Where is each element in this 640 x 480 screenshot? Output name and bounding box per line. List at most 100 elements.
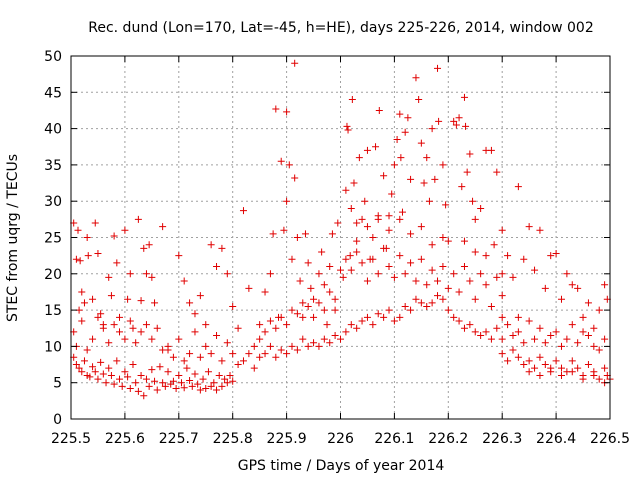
data-point bbox=[169, 353, 177, 361]
data-point bbox=[380, 244, 388, 252]
data-point bbox=[423, 154, 431, 162]
data-point bbox=[353, 237, 361, 245]
data-point bbox=[347, 321, 355, 329]
data-point bbox=[498, 335, 506, 343]
data-point bbox=[137, 371, 145, 379]
data-point bbox=[320, 281, 328, 289]
data-point bbox=[75, 364, 83, 372]
data-point bbox=[199, 375, 207, 383]
data-point bbox=[374, 270, 382, 278]
data-point bbox=[525, 223, 533, 231]
data-point bbox=[304, 302, 312, 310]
data-point bbox=[434, 64, 442, 72]
data-point bbox=[417, 255, 425, 263]
data-point bbox=[283, 197, 291, 205]
data-point bbox=[504, 321, 512, 329]
data-point bbox=[442, 201, 450, 209]
data-point bbox=[347, 266, 355, 274]
data-point bbox=[353, 248, 361, 256]
data-point bbox=[531, 335, 539, 343]
data-point bbox=[121, 226, 129, 234]
data-point bbox=[444, 284, 452, 292]
data-point bbox=[509, 332, 517, 340]
data-point bbox=[574, 339, 582, 347]
data-point bbox=[126, 270, 134, 278]
y-tick-label: 20 bbox=[44, 267, 62, 283]
data-point bbox=[369, 255, 377, 263]
y-tick-label: 5 bbox=[53, 376, 62, 392]
data-point bbox=[452, 121, 460, 129]
data-point bbox=[124, 295, 132, 303]
data-point bbox=[74, 226, 82, 234]
data-point bbox=[153, 386, 161, 394]
data-point bbox=[348, 96, 356, 104]
data-point bbox=[188, 382, 196, 390]
data-point bbox=[477, 332, 485, 340]
data-point bbox=[218, 357, 226, 365]
data-point bbox=[121, 335, 129, 343]
data-point bbox=[334, 219, 342, 227]
data-point bbox=[412, 277, 420, 285]
data-point bbox=[124, 373, 132, 381]
data-point bbox=[223, 379, 231, 387]
data-point bbox=[132, 379, 140, 387]
data-point bbox=[574, 284, 582, 292]
data-point bbox=[91, 219, 99, 227]
data-point bbox=[202, 385, 210, 393]
data-point bbox=[390, 317, 398, 325]
data-point bbox=[541, 284, 549, 292]
data-point bbox=[552, 328, 560, 336]
data-point bbox=[355, 154, 363, 162]
data-point bbox=[239, 207, 247, 215]
data-point bbox=[142, 375, 150, 383]
data-point bbox=[380, 172, 388, 180]
data-point bbox=[145, 241, 153, 249]
data-point bbox=[291, 174, 299, 182]
data-point bbox=[504, 357, 512, 365]
data-point bbox=[398, 208, 406, 216]
data-point bbox=[91, 368, 99, 376]
x-tick-label: 226.1 bbox=[374, 431, 414, 447]
data-point bbox=[547, 252, 555, 260]
data-point bbox=[331, 306, 339, 314]
data-point bbox=[601, 364, 609, 372]
data-point bbox=[412, 295, 420, 303]
y-tick-label: 15 bbox=[44, 303, 62, 319]
y-tick-label: 25 bbox=[44, 231, 62, 247]
x-tick-label: 226.2 bbox=[428, 431, 468, 447]
data-point bbox=[118, 382, 126, 390]
data-point bbox=[207, 350, 215, 358]
data-point bbox=[129, 361, 137, 369]
data-point bbox=[148, 366, 156, 374]
data-point bbox=[153, 324, 161, 332]
data-point bbox=[396, 313, 404, 321]
data-point bbox=[283, 108, 291, 116]
data-point bbox=[358, 317, 366, 325]
data-point bbox=[288, 342, 296, 350]
data-point bbox=[434, 292, 442, 300]
data-point bbox=[250, 342, 258, 350]
data-point bbox=[342, 186, 350, 194]
data-point bbox=[493, 168, 501, 176]
data-point bbox=[428, 266, 436, 274]
data-point bbox=[107, 292, 115, 300]
data-point bbox=[261, 328, 269, 336]
data-point bbox=[196, 292, 204, 300]
x-tick-label: 225.8 bbox=[213, 431, 253, 447]
x-tick-label: 226.5 bbox=[590, 431, 630, 447]
data-point bbox=[369, 234, 377, 241]
data-point bbox=[579, 313, 587, 321]
data-point bbox=[417, 223, 425, 231]
data-point bbox=[110, 380, 118, 388]
data-point bbox=[460, 237, 468, 245]
data-point bbox=[250, 364, 258, 372]
data-point bbox=[180, 357, 188, 365]
data-point bbox=[458, 183, 466, 191]
data-point bbox=[547, 364, 555, 372]
axis-ticks bbox=[70, 55, 611, 420]
data-point bbox=[412, 74, 420, 82]
data-point bbox=[450, 117, 458, 125]
data-point bbox=[444, 237, 452, 245]
data-point bbox=[134, 387, 142, 395]
